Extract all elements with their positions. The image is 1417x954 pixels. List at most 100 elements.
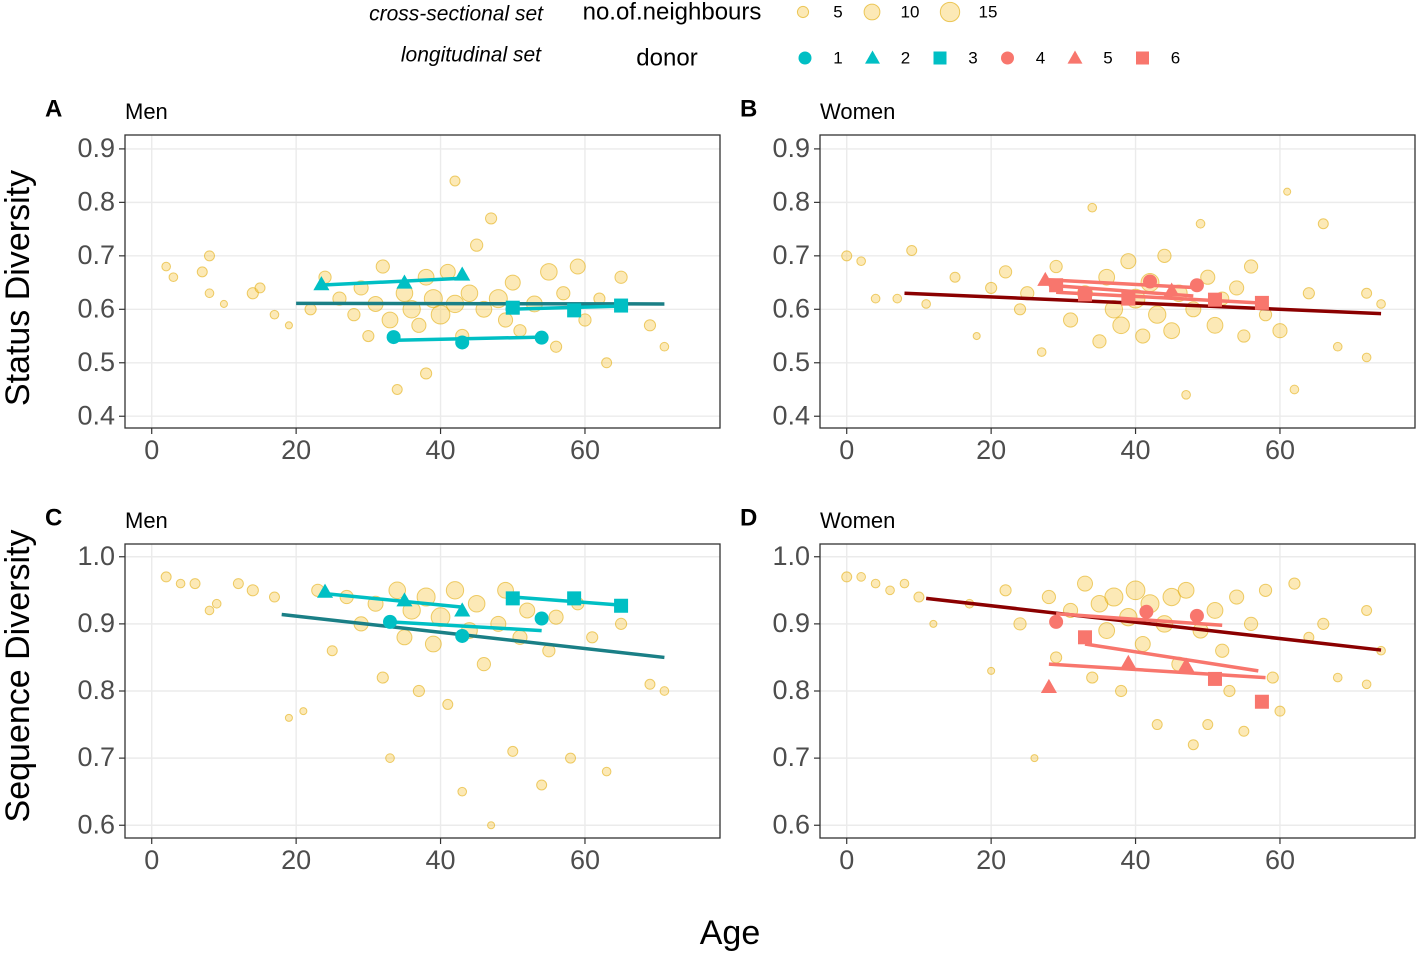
cross-sectional-point — [381, 311, 399, 329]
cross-sectional-point — [1157, 248, 1172, 263]
cross-sectional-point — [1148, 305, 1167, 324]
cross-sectional-point — [1112, 316, 1130, 335]
panel-border — [124, 134, 721, 429]
cross-sectional-point — [1266, 671, 1279, 684]
x-tick-label: 60 — [1265, 435, 1295, 465]
cross-sectional-point — [1030, 754, 1039, 763]
donor-point — [454, 266, 471, 281]
donor-point — [1178, 657, 1195, 672]
donor-fit-line — [1048, 662, 1266, 680]
cross-sectional-point — [856, 572, 866, 582]
cross-sectional-point — [998, 265, 1013, 279]
y-tick-label: 0.8 — [772, 675, 810, 705]
cross-sectional-point — [417, 268, 435, 286]
donor-point — [1254, 295, 1269, 310]
cross-sectional-point — [1041, 589, 1057, 605]
cross-sectional-point — [504, 274, 521, 291]
cross-sectional-point — [396, 629, 413, 646]
donor-point — [383, 614, 398, 629]
cross-sectional-point — [1272, 323, 1288, 339]
legend-donor-key — [1136, 51, 1149, 65]
cross-sectional-point — [1036, 347, 1047, 357]
donor-point — [455, 335, 470, 350]
panel-title: Men — [125, 508, 168, 533]
cross-sectional-point — [1317, 617, 1330, 630]
panel-title: Women — [820, 99, 895, 124]
donor-fit-line — [1084, 642, 1259, 673]
panel-border — [819, 543, 1416, 839]
donor-fit-line — [1056, 612, 1223, 627]
cross-sectional-point — [1181, 390, 1191, 400]
cross-sectional-point — [1135, 328, 1151, 344]
legend-donor-key — [933, 51, 947, 65]
cross-sectional-point — [1206, 316, 1224, 334]
cross-sectional-point — [643, 319, 657, 332]
cross-sectional-point — [470, 238, 484, 252]
x-tick-label: 40 — [426, 435, 456, 465]
donor-point — [454, 602, 471, 617]
cross-sectional-point — [388, 581, 407, 600]
donor-point — [1163, 282, 1180, 297]
cross-sectional-point — [614, 270, 628, 284]
cross-sectional-point — [892, 293, 903, 304]
donor-point — [1189, 608, 1204, 623]
cross-sectional-point — [1302, 287, 1315, 300]
legend-title: cross-sectional set — [369, 3, 544, 26]
cross-sectional-point — [1062, 312, 1079, 328]
cross-sectional-point — [457, 786, 468, 797]
donor-point — [505, 300, 520, 315]
cross-sectional-point — [578, 313, 592, 327]
cross-sectional-point — [1243, 616, 1259, 631]
panel-border — [124, 543, 721, 839]
y-tick-label: 0.8 — [77, 186, 115, 216]
cross-sectional-point — [1125, 580, 1146, 601]
y-tick-label: 0.9 — [77, 133, 115, 163]
cross-sectional-point — [1077, 575, 1094, 592]
cross-sectional-point — [232, 578, 244, 590]
cross-sectional-point — [269, 309, 280, 320]
cross-sectional-point — [972, 332, 981, 341]
y-axis-title: Sequence Diversity — [0, 530, 37, 823]
cross-sectional-point — [268, 591, 280, 603]
donor-point — [316, 583, 334, 598]
cross-sectional-point — [1115, 684, 1128, 698]
cross-sectional-point — [1361, 287, 1373, 299]
y-tick-label: 0.8 — [77, 675, 115, 705]
cross-sectional-point — [999, 584, 1012, 597]
y-tick-label: 0.6 — [772, 809, 810, 839]
donor-point — [567, 303, 582, 318]
cross-sectional-point — [467, 594, 486, 613]
cross-sectional-point — [161, 261, 171, 272]
donor-fit-line — [317, 276, 463, 287]
cross-sectional-point — [219, 299, 228, 308]
cross-sectional-point — [411, 317, 427, 333]
legend-title: no.of.neighbours — [583, 0, 762, 25]
x-tick-label: 40 — [1121, 435, 1151, 465]
donor-point — [396, 592, 413, 607]
cross-sectional-point — [1187, 739, 1199, 751]
cross-sectional-point — [659, 341, 670, 352]
legend-label: 2 — [901, 48, 910, 67]
cross-sectional-point — [1049, 259, 1063, 274]
cross-sectional-point — [1229, 589, 1245, 605]
donor-fit-line — [389, 620, 542, 633]
cross-sectional-point — [1237, 329, 1251, 343]
y-tick-label: 0.9 — [77, 608, 115, 638]
cross-sectional-point — [1013, 303, 1027, 316]
cross-sectional-point — [445, 581, 465, 600]
cross-sectional-point — [1163, 322, 1181, 340]
cross-sectional-point — [1086, 671, 1099, 684]
donor-point — [534, 611, 549, 626]
legend-donor-key — [865, 50, 880, 64]
donor-point — [1040, 678, 1057, 694]
legend-label: 1 — [833, 48, 842, 67]
y-tick-label: 0.7 — [77, 742, 115, 772]
legend-donor-key — [1001, 51, 1014, 65]
cross-sectional-point — [204, 288, 215, 299]
panel-tag: A — [45, 95, 62, 122]
donor-point — [1207, 292, 1222, 307]
cross-sectional-point — [601, 357, 613, 369]
cross-sectional-point — [254, 282, 266, 294]
cross-sectional-point — [203, 250, 215, 262]
panel-title: Women — [820, 508, 895, 533]
